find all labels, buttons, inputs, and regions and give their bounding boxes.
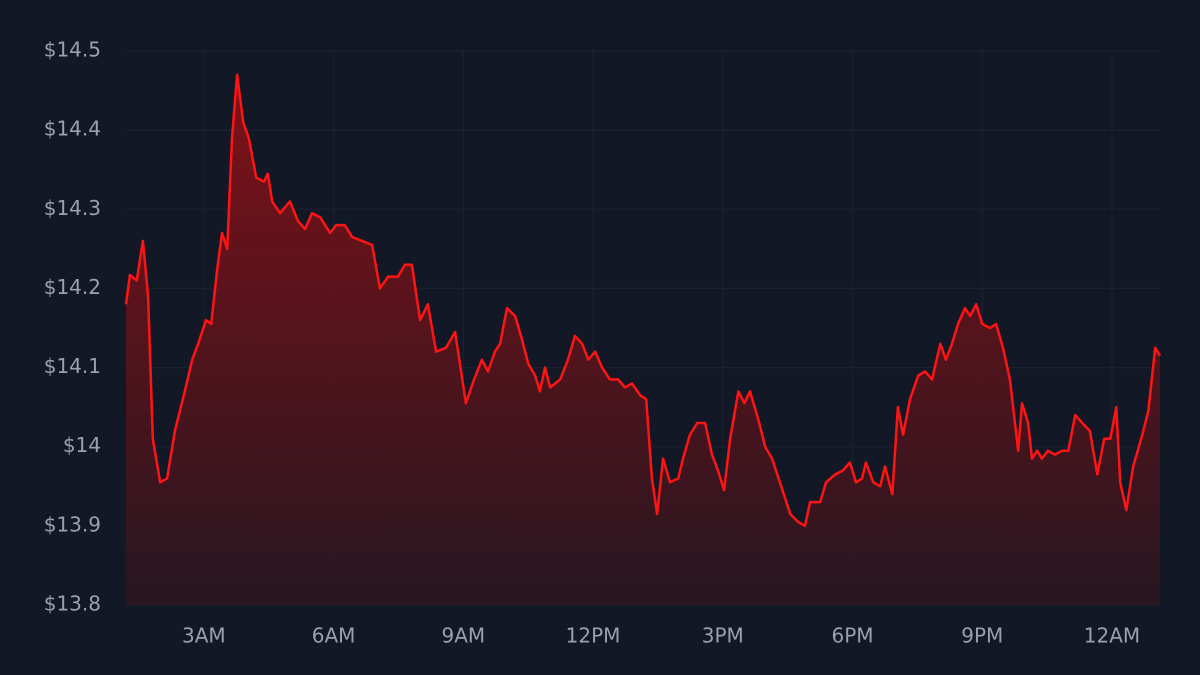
y-tick-label: $14.1 — [44, 354, 101, 378]
x-tick-label: 9AM — [441, 624, 485, 648]
y-tick-label: $14.2 — [44, 275, 101, 299]
y-tick-label: $13.8 — [44, 592, 101, 616]
y-tick-label: $14.5 — [44, 38, 101, 62]
x-tick-label: 3PM — [702, 624, 744, 648]
y-tick-label: $14.3 — [44, 196, 101, 220]
y-tick-label: $14 — [63, 433, 101, 457]
price-line — [124, 73, 1162, 528]
x-tick-label: 6PM — [832, 624, 874, 648]
x-tick-label: 6AM — [312, 624, 356, 648]
y-tick-label: $14.4 — [44, 117, 101, 141]
x-tick-label: 12AM — [1084, 624, 1140, 648]
x-tick-label: 9PM — [961, 624, 1003, 648]
area-fill — [126, 74, 1160, 605]
x-tick-label: 12PM — [566, 624, 621, 648]
x-tick-label: 3AM — [182, 624, 226, 648]
y-tick-label: $13.9 — [44, 512, 101, 536]
